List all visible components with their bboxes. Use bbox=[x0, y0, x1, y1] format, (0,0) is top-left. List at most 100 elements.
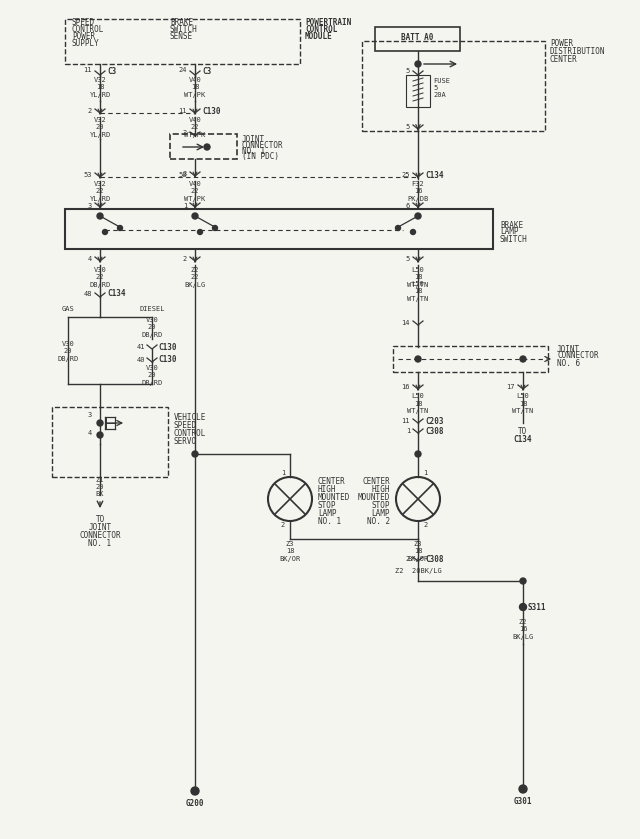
Text: TO: TO bbox=[518, 428, 527, 436]
Circle shape bbox=[198, 230, 202, 234]
Text: CONTROL: CONTROL bbox=[305, 25, 337, 34]
Text: BRAKE: BRAKE bbox=[170, 18, 193, 27]
Text: 25: 25 bbox=[401, 172, 410, 178]
Circle shape bbox=[192, 213, 198, 219]
Text: MOUNTED: MOUNTED bbox=[318, 492, 350, 502]
Text: NO. 1: NO. 1 bbox=[242, 147, 265, 155]
Text: C130: C130 bbox=[158, 356, 177, 364]
Text: MODULE: MODULE bbox=[305, 32, 333, 41]
Text: L50
18
WT/TN: L50 18 WT/TN bbox=[513, 393, 534, 414]
Text: JOINT: JOINT bbox=[242, 134, 265, 143]
Text: CENTER: CENTER bbox=[362, 477, 390, 486]
Text: 48: 48 bbox=[83, 291, 92, 297]
Text: S311: S311 bbox=[528, 602, 547, 612]
Text: F32
16
PK/DB: F32 16 PK/DB bbox=[408, 180, 429, 201]
Circle shape bbox=[396, 226, 401, 231]
Text: CONNECTOR: CONNECTOR bbox=[557, 352, 598, 361]
Text: DIESEL: DIESEL bbox=[140, 306, 164, 312]
Text: V40
22
WT/PK: V40 22 WT/PK bbox=[184, 180, 205, 201]
Text: SERVO: SERVO bbox=[174, 436, 197, 446]
Text: 2: 2 bbox=[406, 556, 410, 562]
Circle shape bbox=[97, 432, 103, 438]
Text: V40
18
WT/PK: V40 18 WT/PK bbox=[184, 76, 205, 97]
Text: Z2
16
BK/LG: Z2 16 BK/LG bbox=[513, 618, 534, 639]
Text: Z1
20
BK: Z1 20 BK bbox=[96, 477, 104, 498]
Text: JOINT: JOINT bbox=[88, 523, 111, 531]
Text: V32
20
YL/RD: V32 20 YL/RD bbox=[90, 117, 111, 138]
Text: Z3
18
BK/OR: Z3 18 BK/OR bbox=[408, 540, 429, 561]
Text: 1: 1 bbox=[406, 428, 410, 434]
Text: 20A: 20A bbox=[433, 92, 445, 98]
Text: 2: 2 bbox=[281, 522, 285, 528]
Text: SWITCH: SWITCH bbox=[500, 234, 528, 243]
Text: C130: C130 bbox=[202, 107, 221, 116]
Text: SPEED: SPEED bbox=[72, 18, 95, 27]
Text: 1: 1 bbox=[281, 470, 285, 476]
Text: C134: C134 bbox=[514, 435, 532, 445]
Text: V30
20
DB/RD: V30 20 DB/RD bbox=[141, 364, 163, 385]
Text: C3: C3 bbox=[202, 66, 211, 76]
Text: SWITCH: SWITCH bbox=[170, 25, 198, 34]
Text: POWER: POWER bbox=[550, 39, 573, 48]
Text: 41: 41 bbox=[136, 344, 145, 350]
Text: C203: C203 bbox=[425, 416, 444, 425]
Text: LAMP: LAMP bbox=[500, 227, 518, 237]
Text: CONTROL: CONTROL bbox=[72, 25, 104, 34]
Circle shape bbox=[118, 226, 122, 231]
Circle shape bbox=[97, 213, 103, 219]
Text: SUPPLY: SUPPLY bbox=[72, 39, 100, 48]
Text: C130: C130 bbox=[158, 342, 177, 352]
Text: (IN PDC): (IN PDC) bbox=[242, 153, 279, 161]
Text: Z2
22
BK/LG: Z2 22 BK/LG bbox=[184, 267, 205, 288]
Text: POWERTRAIN: POWERTRAIN bbox=[305, 18, 351, 27]
Text: NO. 1: NO. 1 bbox=[318, 517, 341, 525]
Text: NO. 6: NO. 6 bbox=[557, 358, 580, 367]
Text: 3: 3 bbox=[183, 171, 187, 177]
Text: CONNECTOR: CONNECTOR bbox=[242, 140, 284, 149]
Text: G301: G301 bbox=[514, 796, 532, 805]
Text: C134: C134 bbox=[107, 289, 125, 299]
Text: CENTER: CENTER bbox=[550, 55, 578, 64]
Text: CONTROL: CONTROL bbox=[174, 429, 206, 437]
Circle shape bbox=[212, 226, 218, 231]
Text: G200: G200 bbox=[186, 799, 204, 807]
Text: 2: 2 bbox=[183, 256, 187, 262]
Text: DISTRIBUTION: DISTRIBUTION bbox=[550, 47, 605, 56]
Text: MOUNTED: MOUNTED bbox=[358, 492, 390, 502]
Text: BATT A0: BATT A0 bbox=[401, 33, 433, 41]
Circle shape bbox=[520, 603, 527, 611]
Text: VEHICLE: VEHICLE bbox=[174, 413, 206, 421]
Text: C134: C134 bbox=[425, 170, 444, 180]
Text: LAMP: LAMP bbox=[371, 508, 390, 518]
Text: Z2  20BK/LG: Z2 20BK/LG bbox=[395, 568, 442, 574]
Text: BRAKE: BRAKE bbox=[500, 221, 523, 230]
Text: 17: 17 bbox=[506, 384, 515, 390]
Text: V32
22
YL/RD: V32 22 YL/RD bbox=[90, 180, 111, 201]
Text: 58: 58 bbox=[179, 172, 187, 178]
Text: 5: 5 bbox=[406, 256, 410, 262]
Text: 2: 2 bbox=[183, 130, 187, 136]
Text: GAS: GAS bbox=[61, 306, 74, 312]
Text: TO: TO bbox=[95, 514, 104, 524]
Text: V32
18
YL/RD: V32 18 YL/RD bbox=[90, 76, 111, 97]
Text: 16: 16 bbox=[401, 384, 410, 390]
Text: 11: 11 bbox=[401, 418, 410, 424]
Text: L50
18
WT/TN: L50 18 WT/TN bbox=[408, 393, 429, 414]
Bar bbox=[375, 27, 460, 51]
Text: 4: 4 bbox=[88, 430, 92, 436]
Bar bbox=[393, 346, 548, 372]
Text: 4: 4 bbox=[88, 256, 92, 262]
Text: 1: 1 bbox=[423, 470, 428, 476]
Text: NO. 2: NO. 2 bbox=[367, 517, 390, 525]
Text: C308: C308 bbox=[425, 426, 444, 435]
Text: 5: 5 bbox=[433, 85, 437, 91]
Text: Z3
18
BK/OR: Z3 18 BK/OR bbox=[280, 540, 301, 561]
Text: L50
18
WT/TN: L50 18 WT/TN bbox=[408, 267, 429, 288]
Text: L50
18
WT/TN: L50 18 WT/TN bbox=[408, 280, 429, 301]
Text: 5: 5 bbox=[406, 124, 410, 130]
Text: C308: C308 bbox=[425, 555, 444, 564]
Circle shape bbox=[415, 356, 421, 362]
Text: HIGH: HIGH bbox=[318, 484, 337, 493]
Circle shape bbox=[520, 356, 526, 362]
Text: POWER: POWER bbox=[72, 32, 95, 41]
